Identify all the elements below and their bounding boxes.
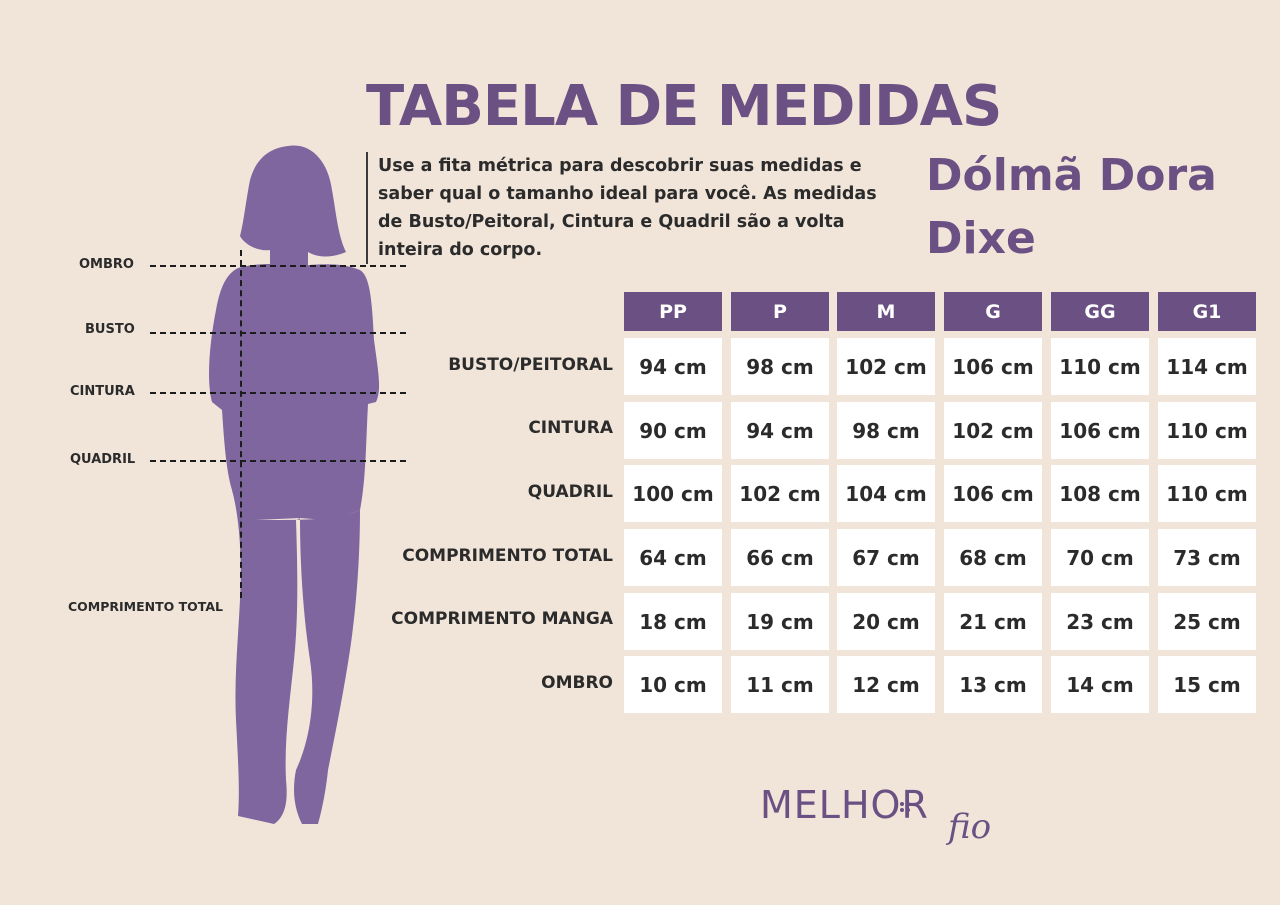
table-cell: 66 cm <box>731 529 829 586</box>
table-cell: 114 cm <box>1158 338 1256 395</box>
guide-label-comprimento-total: COMPRIMENTO TOTAL <box>68 599 223 614</box>
table-cell: 102 cm <box>731 465 829 522</box>
guide-label-quadril: QUADRIL <box>70 452 136 467</box>
table-cell: 25 cm <box>1158 593 1256 650</box>
guide-label-ombro: OMBRO <box>79 257 134 272</box>
table-cell: 106 cm <box>944 465 1042 522</box>
table-cell: 70 cm <box>1051 529 1149 586</box>
vertical-length-guide <box>240 250 242 598</box>
table-cell: 10 cm <box>624 656 722 713</box>
waist-line <box>150 392 406 394</box>
size-header-g: G <box>944 292 1042 331</box>
page-title: TABELA DE MEDIDAS <box>366 74 1002 139</box>
table-cell: 68 cm <box>944 529 1042 586</box>
button-icon <box>900 802 910 812</box>
table-cell: 14 cm <box>1051 656 1149 713</box>
table-cell: 64 cm <box>624 529 722 586</box>
table-cell: 106 cm <box>1051 402 1149 459</box>
intro-text: Use a fita métrica para descobrir suas m… <box>366 152 898 264</box>
table-cell: 94 cm <box>624 338 722 395</box>
shoulder-line <box>150 265 406 267</box>
size-header-p: P <box>731 292 829 331</box>
size-header-m: M <box>837 292 935 331</box>
table-cell: 90 cm <box>624 402 722 459</box>
guide-label-busto: BUSTO <box>85 322 135 337</box>
body-silhouette-icon <box>209 145 380 824</box>
table-cell: 102 cm <box>944 402 1042 459</box>
row-label-cintura: CINTURA <box>528 418 613 438</box>
table-cell: 20 cm <box>837 593 935 650</box>
table-cell: 94 cm <box>731 402 829 459</box>
size-header-pp: PP <box>624 292 722 331</box>
size-header-g1: G1 <box>1158 292 1256 331</box>
row-label-ombro: OMBRO <box>541 673 613 693</box>
guide-label-cintura: CINTURA <box>70 384 135 399</box>
logo-script-text: fio <box>945 807 991 847</box>
table-cell: 21 cm <box>944 593 1042 650</box>
table-cell: 110 cm <box>1158 465 1256 522</box>
table-cell: 67 cm <box>837 529 935 586</box>
table-cell: 73 cm <box>1158 529 1256 586</box>
row-label-comprimento-total: COMPRIMENTO TOTAL <box>402 546 613 566</box>
table-cell: 100 cm <box>624 465 722 522</box>
table-cell: 98 cm <box>837 402 935 459</box>
logo-main-text: MELHOR <box>760 783 929 827</box>
table-cell: 106 cm <box>944 338 1042 395</box>
product-name: Dólmã Dora Dixe <box>926 150 1217 264</box>
table-cell: 102 cm <box>837 338 935 395</box>
table-cell: 108 cm <box>1051 465 1149 522</box>
table-cell: 13 cm <box>944 656 1042 713</box>
table-cell: 110 cm <box>1158 402 1256 459</box>
table-cell: 11 cm <box>731 656 829 713</box>
table-cell: 12 cm <box>837 656 935 713</box>
table-cell: 19 cm <box>731 593 829 650</box>
table-cell: 23 cm <box>1051 593 1149 650</box>
table-cell: 15 cm <box>1158 656 1256 713</box>
size-header-gg: GG <box>1051 292 1149 331</box>
table-cell: 98 cm <box>731 338 829 395</box>
table-cell: 18 cm <box>624 593 722 650</box>
table-cell: 104 cm <box>837 465 935 522</box>
hip-line <box>150 460 406 462</box>
row-label-busto: BUSTO/PEITORAL <box>448 355 613 375</box>
bust-line <box>150 332 406 334</box>
brand-logo: MELHOR fio <box>760 783 991 847</box>
row-label-quadril: QUADRIL <box>527 482 613 502</box>
table-cell: 110 cm <box>1051 338 1149 395</box>
row-label-comprimento-manga: COMPRIMENTO MANGA <box>391 609 613 629</box>
